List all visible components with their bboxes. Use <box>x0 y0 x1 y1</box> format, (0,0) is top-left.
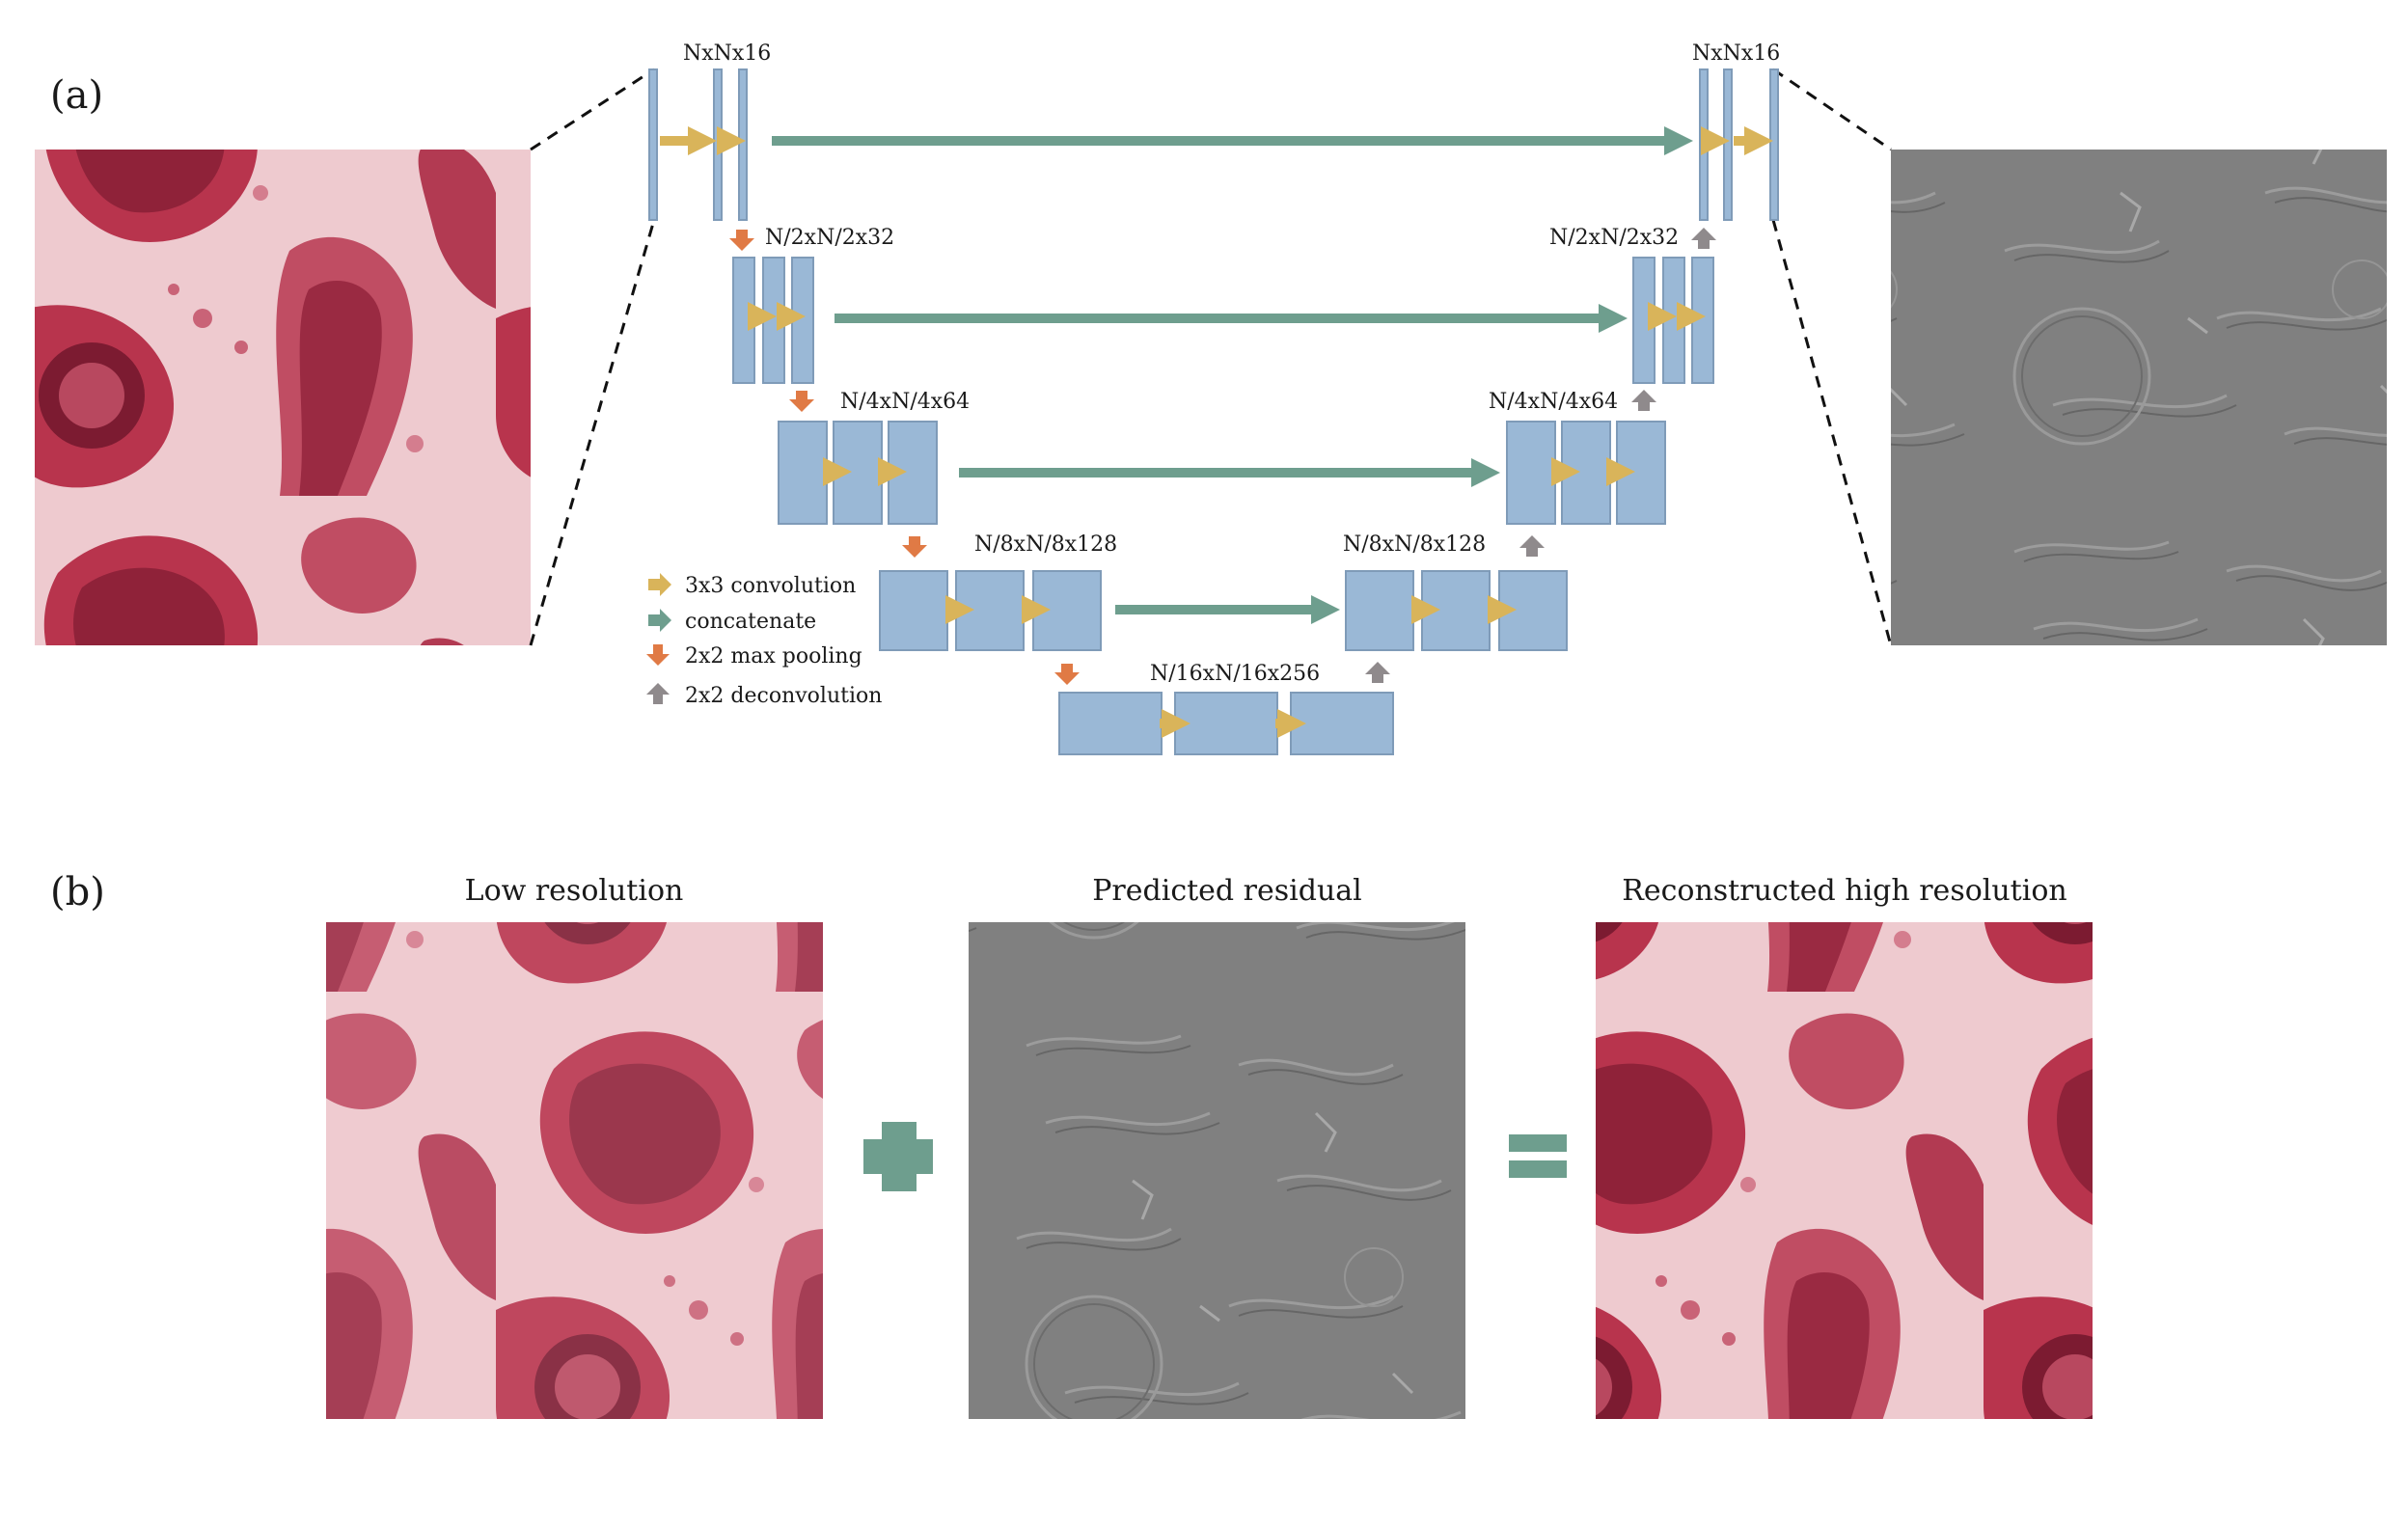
label-l2-dec: N/2xN/2x32 <box>1549 226 1679 250</box>
label-l3-dec: N/4xN/4x64 <box>1489 390 1618 414</box>
label-l3-enc: N/4xN/4x64 <box>840 390 970 414</box>
block-l4-enc-2 <box>955 570 1025 651</box>
label-l4-enc: N/8xN/8x128 <box>974 532 1117 557</box>
block-l1-enc-2 <box>713 68 723 221</box>
block-l2-dec-3 <box>1691 257 1714 384</box>
block-l1-dec-2 <box>1723 68 1733 221</box>
block-l3-enc-2 <box>833 421 883 525</box>
block-l3-dec-1 <box>1506 421 1556 525</box>
title-reconstructed-high-resolution: Reconstructed high resolution <box>1622 874 2066 908</box>
predicted-residual-image <box>969 922 1465 1419</box>
block-l1-enc-1 <box>648 68 658 221</box>
legend-deconv-icon <box>646 683 670 704</box>
maxpool-arrows <box>729 230 1080 685</box>
label-l1-enc: NxNx16 <box>683 41 771 66</box>
title-low-resolution: Low resolution <box>465 874 684 908</box>
block-l2-dec-1 <box>1632 257 1656 384</box>
conv-arrows <box>660 126 1773 738</box>
block-l4-enc-3 <box>1032 570 1102 651</box>
zoom-lines <box>529 68 1893 646</box>
unet-diagram <box>648 68 1779 755</box>
legend: 3x3 convolution concatenate 2x2 max pool… <box>646 573 882 708</box>
block-l2-enc-3 <box>791 257 814 384</box>
label-l4-dec: N/8xN/8x128 <box>1343 532 1486 557</box>
block-l3-enc-1 <box>778 421 828 525</box>
block-l1-dec-3 <box>1769 68 1779 221</box>
block-bottleneck-2 <box>1174 692 1278 755</box>
block-l4-dec-1 <box>1345 570 1414 651</box>
block-l4-dec-2 <box>1421 570 1491 651</box>
reconstructed-high-resolution-image <box>1596 922 2093 1419</box>
panel-b-label: (b) <box>50 870 105 914</box>
legend-deconv-label: 2x2 deconvolution <box>685 684 882 708</box>
block-l3-enc-3 <box>888 421 938 525</box>
block-l4-dec-3 <box>1498 570 1568 651</box>
deconv-arrows <box>1365 228 1716 683</box>
legend-maxpool-label: 2x2 max pooling <box>685 644 862 668</box>
legend-concat-label: concatenate <box>685 610 816 634</box>
block-l2-enc-2 <box>762 257 785 384</box>
title-predicted-residual: Predicted residual <box>1092 874 1362 908</box>
low-resolution-image <box>326 922 823 1419</box>
label-l1-dec: NxNx16 <box>1692 41 1780 66</box>
block-l2-dec-2 <box>1662 257 1685 384</box>
block-bottleneck-3 <box>1290 692 1394 755</box>
legend-conv-label: 3x3 convolution <box>685 574 856 598</box>
block-l4-enc-1 <box>879 570 948 651</box>
block-l3-dec-3 <box>1616 421 1666 525</box>
plus-symbol <box>863 1122 933 1191</box>
input-histology-image <box>35 150 531 645</box>
block-l2-enc-1 <box>732 257 755 384</box>
output-residual-image <box>1891 150 2387 645</box>
legend-maxpool-icon <box>646 644 670 666</box>
block-bottleneck-1 <box>1058 692 1163 755</box>
panel-a-label: (a) <box>50 73 103 118</box>
low-resolution-blur-overlay <box>326 922 823 1419</box>
legend-conv-icon <box>648 573 671 596</box>
block-l3-dec-2 <box>1561 421 1611 525</box>
equals-symbol <box>1509 1134 1567 1178</box>
concatenate-arrows <box>772 126 1693 624</box>
label-l2-enc: N/2xN/2x32 <box>765 226 894 250</box>
block-l1-dec-1 <box>1699 68 1709 221</box>
block-l1-enc-3 <box>738 68 748 221</box>
label-bottleneck: N/16xN/16x256 <box>1150 662 1320 686</box>
legend-concat-icon <box>648 609 671 632</box>
